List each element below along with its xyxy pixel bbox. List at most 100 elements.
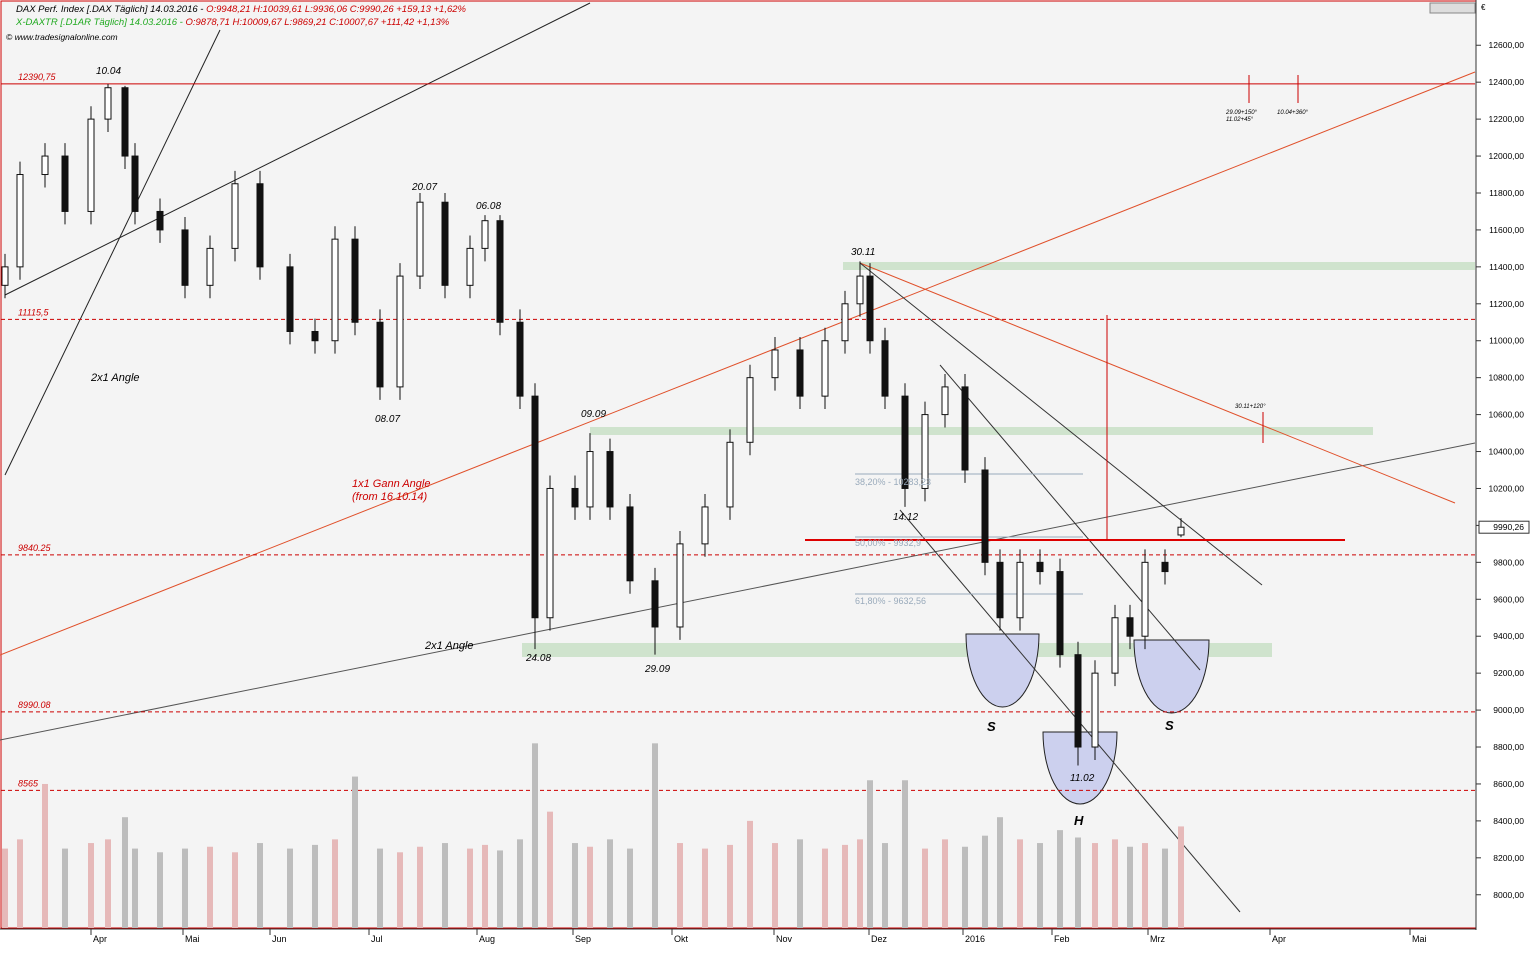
annotations: 10.04 20.07 06.08 08.07 09.09 24.08 29.0… (90, 66, 1309, 828)
volume-bar (842, 844, 848, 928)
candle-body (571, 487, 579, 508)
annotation: 11.02+45° (1226, 117, 1254, 123)
candle-body (746, 377, 754, 443)
annotation: 08.07 (375, 414, 400, 425)
volume-bar (377, 848, 383, 928)
volume-bar (922, 848, 928, 928)
volume-bar (677, 843, 683, 928)
x-tick-label: Mai (185, 934, 200, 944)
volume-bar (532, 743, 538, 928)
candle-body (961, 386, 969, 471)
volume-bar (232, 852, 238, 928)
volume-bar (352, 776, 358, 928)
x-tick-label: Apr (1272, 934, 1286, 944)
annotation: H (1074, 813, 1084, 828)
candle-body (256, 183, 264, 268)
candle-body (156, 210, 164, 231)
volume-bar (797, 839, 803, 928)
x-tick-label: Mrz (1150, 934, 1165, 944)
candle-body (1, 266, 9, 286)
head (1042, 731, 1118, 805)
volume-bar (982, 835, 988, 928)
candle-body (441, 201, 449, 286)
candle-body (16, 174, 24, 268)
annotation: 29.09 (644, 664, 670, 675)
y-tick-label: 10200,00 (1489, 483, 1525, 493)
y-tick-label: 9800,00 (1493, 557, 1524, 567)
price-tag (1478, 520, 1530, 534)
volume-bar (1075, 837, 1081, 928)
candle-body (331, 238, 339, 342)
candle-body (131, 155, 139, 212)
trend-line (939, 364, 1201, 671)
candle-body (1056, 571, 1064, 656)
y-tick-label: 10600,00 (1489, 410, 1525, 420)
subtitle-values: O:9878,71 H:10009,67 L:9869,21 C:10007,6… (186, 17, 450, 28)
candle-body (676, 543, 684, 628)
candle-body (1161, 561, 1169, 573)
candle-body (771, 349, 779, 379)
candle-body (901, 395, 909, 489)
volume-bar (822, 848, 828, 928)
volume-bar (105, 839, 111, 928)
volume-bar (607, 839, 613, 928)
volume-bar (417, 846, 423, 928)
annotation: 10.04 (96, 66, 121, 77)
x-tick-label: Okt (674, 934, 689, 944)
volume-bar (1142, 843, 1148, 928)
level-label: 8990.08 (18, 700, 51, 710)
volume-bar (1037, 843, 1043, 928)
plot-area (0, 0, 1477, 929)
candle-body (996, 561, 1004, 619)
level-label: 8565 (18, 778, 39, 788)
candle-body (121, 87, 129, 157)
x-tick-label: 2016 (965, 934, 985, 944)
level-label: 9840.25 (18, 543, 52, 553)
volume-bar (42, 783, 48, 928)
y-tick-label: 12000,00 (1489, 151, 1525, 161)
candle-body (87, 118, 95, 212)
volume-bar (1057, 830, 1063, 928)
volume-bar (1017, 839, 1023, 928)
volume-bar (747, 820, 753, 928)
volume-bar (627, 848, 633, 928)
volume-bar (467, 848, 473, 928)
annotation: 2x1 Angle (424, 640, 474, 652)
fib-label: 50,00% - 9932,9 (855, 538, 921, 548)
volume-bar (332, 839, 338, 928)
candle-body (416, 201, 424, 277)
volume-bar (312, 844, 318, 928)
y-tick-label: 8600,00 (1493, 779, 1524, 789)
candle-body (1091, 672, 1099, 748)
title: DAX Perf. Index [.DAX Täglich] 14.03.201… (16, 4, 206, 15)
candle-body (856, 275, 864, 305)
x-tick-label: Nov (776, 934, 793, 944)
window-buttons[interactable] (1429, 2, 1476, 14)
annotation: 2x1 Angle (90, 372, 140, 384)
candle-body (921, 414, 929, 489)
volume-bar (652, 743, 658, 928)
candle-body (981, 469, 989, 563)
candle-body (286, 266, 294, 332)
candle-body (651, 580, 659, 628)
candle-body (1177, 526, 1185, 536)
candle-body (701, 506, 709, 545)
volume-bar (702, 848, 708, 928)
candle-body (626, 506, 634, 582)
candle-body (821, 340, 829, 397)
zone (843, 262, 1475, 270)
y-tick-label: 8200,00 (1493, 853, 1524, 863)
trend-line (0, 442, 1476, 741)
level-label: 11115,5 (18, 307, 50, 317)
candle-body (531, 395, 539, 619)
volume-bar (1092, 843, 1098, 928)
x-tick-label: Dez (871, 934, 888, 944)
trend-line (859, 262, 1456, 504)
y-tick-label: 9600,00 (1493, 594, 1524, 604)
annotation: 11.02 (1070, 773, 1095, 784)
annotation: 09.09 (581, 409, 606, 420)
y-tick-label: 12600,00 (1489, 40, 1525, 50)
y-tick-label: 8400,00 (1493, 816, 1524, 826)
price-tag-label: 9990,26 (1493, 522, 1524, 532)
